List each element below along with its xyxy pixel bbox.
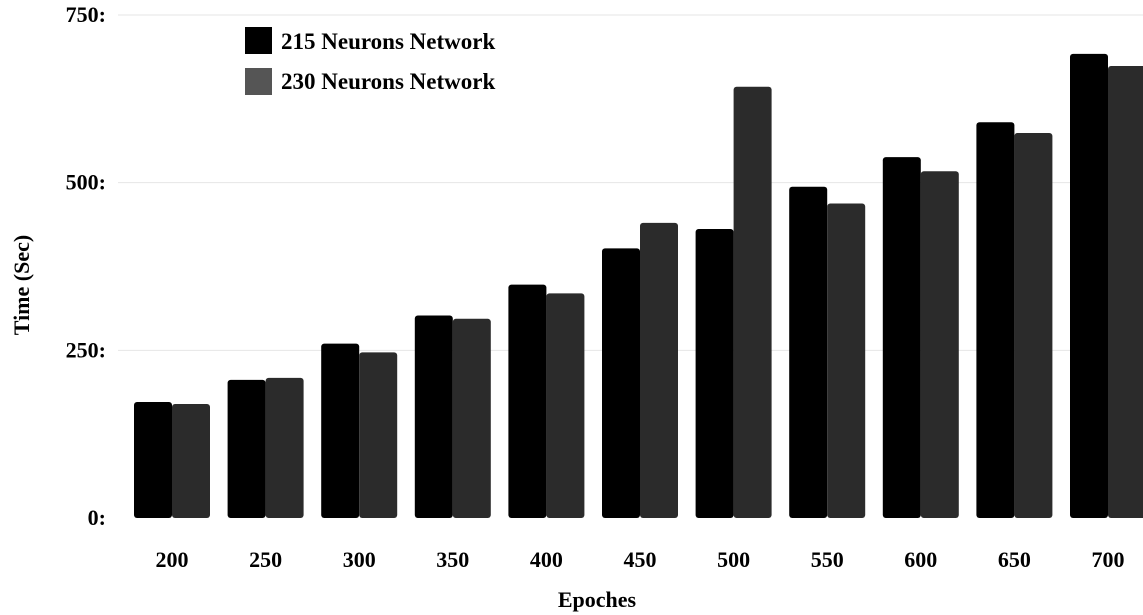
bar-215-neurons-200 bbox=[134, 401, 172, 518]
legend-swatch-215-neurons bbox=[245, 27, 272, 54]
bar-230-neurons-200 bbox=[172, 403, 210, 518]
bar-230-neurons-500 bbox=[733, 86, 772, 519]
y-tick-label: 500: bbox=[66, 170, 106, 195]
x-axis-ticks: 200 250 300 350 400 450 500 550 600 650 700 bbox=[156, 547, 1125, 572]
x-tick-label: 650 bbox=[998, 547, 1031, 572]
bar-215-neurons-400 bbox=[508, 284, 547, 518]
legend-swatch-230-neurons bbox=[245, 68, 272, 95]
x-tick-label: 350 bbox=[436, 547, 469, 572]
bar-215-neurons-500 bbox=[695, 228, 734, 518]
bar-215-neurons-450 bbox=[602, 248, 640, 518]
x-tick-label: 500 bbox=[717, 547, 750, 572]
bar-215-neurons-550 bbox=[789, 186, 828, 518]
bar-230-neurons-350 bbox=[452, 318, 491, 518]
bar-230-neurons-300 bbox=[359, 352, 398, 518]
x-tick-label: 200 bbox=[156, 547, 189, 572]
y-tick-label: 250: bbox=[66, 337, 106, 362]
bar-215-neurons-350 bbox=[414, 315, 453, 518]
x-tick-label: 250 bbox=[249, 547, 282, 572]
x-tick-label: 550 bbox=[811, 547, 844, 572]
bar-230-neurons-700 bbox=[1108, 65, 1143, 518]
bar-215-neurons-700 bbox=[1070, 53, 1108, 518]
bar-230-neurons-600 bbox=[920, 171, 959, 519]
bar-230-neurons-550 bbox=[827, 203, 866, 518]
bar-230-neurons-650 bbox=[1014, 133, 1053, 518]
bar-215-neurons-600 bbox=[882, 157, 921, 518]
y-tick-label: 750: bbox=[66, 2, 106, 27]
x-axis-title: Epoches bbox=[558, 587, 637, 612]
x-tick-label: 700 bbox=[1092, 547, 1125, 572]
x-tick-label: 600 bbox=[904, 547, 937, 572]
bar-230-neurons-450 bbox=[640, 222, 678, 518]
y-axis-title: Time (Sec) bbox=[9, 235, 34, 335]
y-tick-label: 0: bbox=[88, 505, 106, 530]
bar-215-neurons-300 bbox=[321, 343, 360, 518]
bar-230-neurons-250 bbox=[265, 377, 304, 518]
x-tick-label: 400 bbox=[530, 547, 563, 572]
y-axis-ticks: 0: 250: 500: 750: bbox=[66, 2, 106, 530]
x-tick-label: 450 bbox=[624, 547, 657, 572]
legend-label-230-neurons: 230 Neurons Network bbox=[281, 69, 495, 94]
x-tick-label: 300 bbox=[343, 547, 376, 572]
bar-215-neurons-650 bbox=[976, 122, 1015, 518]
bar-215-neurons-250 bbox=[227, 379, 266, 518]
legend: 215 Neurons Network 230 Neurons Network bbox=[245, 27, 495, 95]
bars bbox=[134, 53, 1143, 519]
bar-230-neurons-400 bbox=[546, 293, 585, 518]
legend-label-215-neurons: 215 Neurons Network bbox=[281, 29, 495, 54]
